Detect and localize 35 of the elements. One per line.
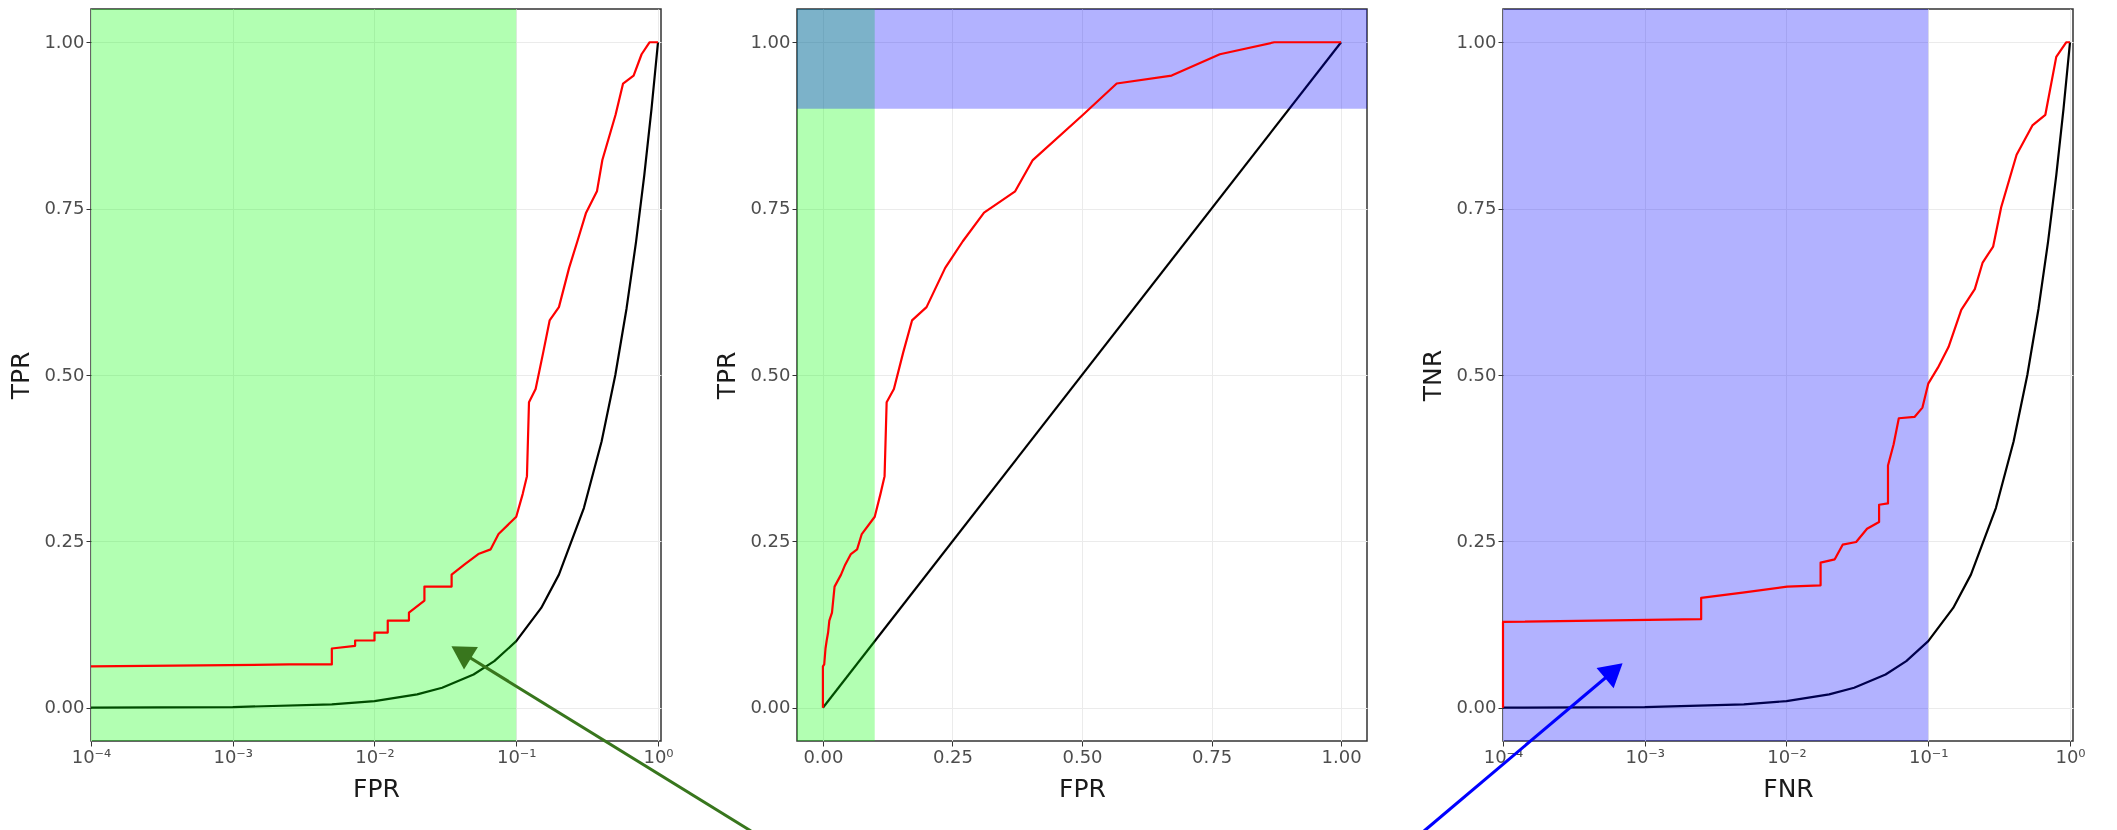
- x-tick-label: 10⁻¹: [1908, 745, 1949, 767]
- y-axis-title: TNR: [1418, 349, 1448, 403]
- x-tick-label: 1.00: [1321, 745, 1362, 767]
- x-tick-label: 10⁻²: [1767, 745, 1807, 767]
- y-tick-label: 0.00: [44, 696, 85, 718]
- x-tick-label: 10⁰: [643, 745, 674, 767]
- y-axis-title: TPR: [6, 351, 36, 401]
- x-tick-label: 10⁻⁴: [71, 745, 112, 767]
- x-tick-label: 0.75: [1192, 745, 1233, 767]
- y-tick-label: 0.50: [44, 363, 85, 385]
- y-tick-label: 0.75: [44, 197, 85, 219]
- y-tick-label: 0.75: [1456, 197, 1497, 219]
- y-tick-label: 0.25: [44, 529, 85, 551]
- y-tick-label: 0.50: [750, 363, 791, 385]
- x-axis-title: FPR: [1059, 773, 1106, 803]
- x-tick-label: 10⁻³: [213, 745, 254, 767]
- x-tick-label: 0.25: [932, 745, 973, 767]
- x-tick-label: 10⁻²: [355, 745, 395, 767]
- x-tick-label: 10⁻¹: [496, 745, 537, 767]
- y-axis-title: TPR: [712, 351, 742, 401]
- x-tick-label: 0.00: [803, 745, 844, 767]
- y-tick-label: 1.00: [44, 30, 85, 52]
- x-tick-label: 0.50: [1062, 745, 1103, 767]
- x-axis-title: FNR: [1763, 773, 1814, 803]
- y-tick-label: 0.25: [1456, 529, 1497, 551]
- y-tick-label: 1.00: [750, 30, 791, 52]
- y-tick-label: 1.00: [1456, 30, 1497, 52]
- x-axis-title: FPR: [353, 773, 400, 803]
- y-tick-label: 0.00: [1456, 696, 1497, 718]
- y-tick-label: 0.75: [750, 197, 791, 219]
- y-tick-label: 0.25: [750, 529, 791, 551]
- x-tick-label: 10⁰: [2055, 745, 2086, 767]
- y-tick-label: 0.50: [1456, 363, 1497, 385]
- x-tick-label: 10⁻³: [1625, 745, 1666, 767]
- y-tick-label: 0.00: [750, 696, 791, 718]
